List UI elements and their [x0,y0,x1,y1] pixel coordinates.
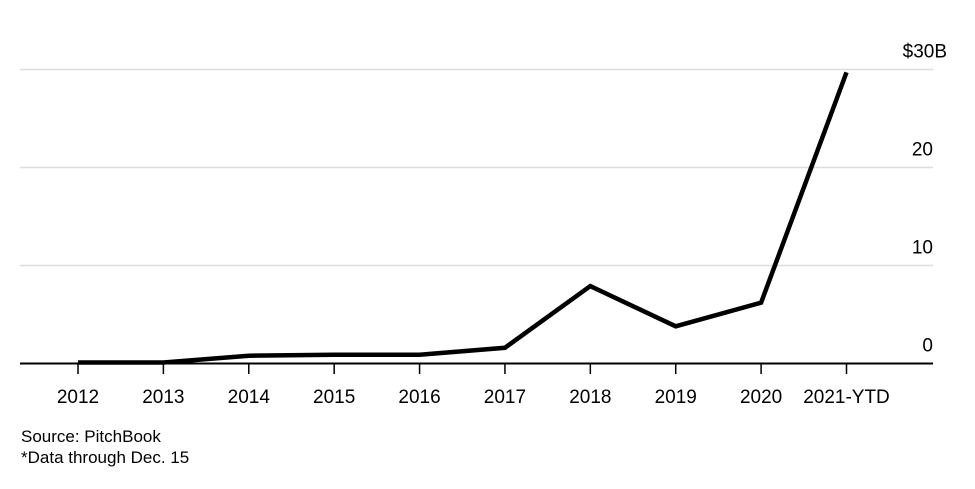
y-axis-label-20: 20 [912,140,933,161]
y-axis-label-0: 0 [922,336,933,357]
x-axis-label-2020: 2020 [740,387,782,408]
source-note: Source: PitchBook [21,427,161,446]
x-axis-label-2015: 2015 [313,387,355,408]
x-axis-label-2021-YTD: 2021-YTD [803,387,890,408]
data-through-note: *Data through Dec. 15 [21,448,190,467]
x-axis-label-2018: 2018 [569,387,611,408]
chart-footer: Source: PitchBook *Data through Dec. 15 [21,426,189,468]
y-axis-label-30: $30B [903,42,947,63]
x-axis-label-2016: 2016 [398,387,440,408]
x-axis-label-2017: 2017 [484,387,526,408]
x-axis-label-2012: 2012 [57,387,99,408]
x-axis-label-2014: 2014 [228,387,271,408]
y-axis-label-10: 10 [912,238,933,259]
x-axis-label-2019: 2019 [655,387,697,408]
line-chart: $30B 20 10 0 2012 2013 2014 2015 2016 2017 2018 201… [20,42,947,408]
x-axis-label-2013: 2013 [142,387,184,408]
data-line-series [78,71,849,365]
